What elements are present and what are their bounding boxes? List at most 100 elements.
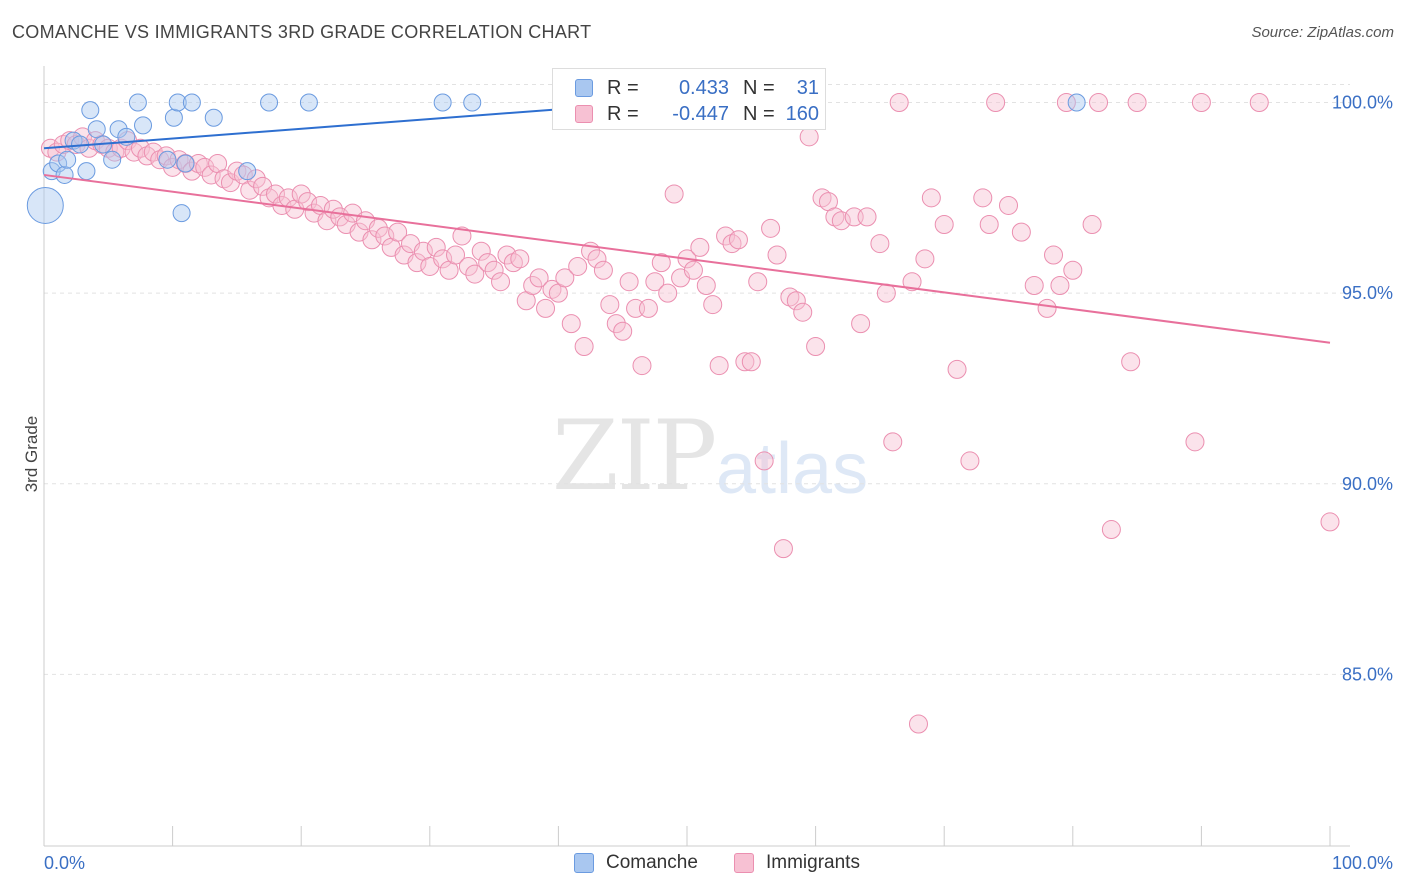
comanche-point xyxy=(49,154,68,173)
comanche-point xyxy=(176,154,195,173)
immigrants-point xyxy=(683,260,703,280)
immigrants-point xyxy=(1249,93,1269,113)
comanche-point xyxy=(164,108,183,127)
immigrants-point xyxy=(761,218,781,238)
comanche-legend-swatch xyxy=(574,853,594,873)
immigrants-point xyxy=(728,230,748,250)
immigrants-point xyxy=(600,295,620,315)
legend-n-value: 31 xyxy=(796,76,819,99)
immigrants-legend-swatch xyxy=(734,853,754,873)
comanche-point xyxy=(128,93,147,112)
comanche-point xyxy=(1067,93,1086,112)
immigrants-legend-label: Immigrants xyxy=(766,852,860,873)
comanche-point xyxy=(299,93,318,112)
immigrants-point xyxy=(388,222,408,242)
immigrants-point xyxy=(960,451,980,471)
immigrants-point xyxy=(1089,93,1109,113)
immigrants-point xyxy=(870,234,890,254)
immigrants-point xyxy=(536,298,556,318)
immigrants-point xyxy=(426,237,446,257)
immigrants-point xyxy=(240,180,260,200)
comanche-trend-line xyxy=(43,101,649,150)
immigrants-point xyxy=(857,207,877,227)
bottom-legend-immigrants[interactable]: Immigrants xyxy=(734,852,860,874)
x-tick-label: 0.0% xyxy=(44,853,85,873)
comanche-legend-label: Comanche xyxy=(606,852,698,873)
immigrants-point xyxy=(1024,276,1044,296)
immigrants-point xyxy=(407,253,427,273)
immigrants-point xyxy=(619,272,639,292)
bottom-legend-comanche[interactable]: Comanche xyxy=(574,852,698,874)
comanche-point xyxy=(238,162,257,181)
immigrants-point xyxy=(574,337,594,357)
immigrants-point xyxy=(645,272,665,292)
immigrants-point xyxy=(1011,222,1031,242)
immigrants-point xyxy=(362,230,382,250)
legend-r-key: R = xyxy=(607,76,639,99)
immigrants-point xyxy=(568,256,588,276)
y-tick-label: 100.0% xyxy=(1332,93,1393,113)
immigrants-point xyxy=(265,184,285,204)
immigrants-point xyxy=(799,127,819,147)
immigrants-point xyxy=(1082,215,1102,235)
immigrants-point xyxy=(606,314,626,334)
immigrants-point xyxy=(510,249,530,269)
immigrants-point xyxy=(458,256,478,276)
y-tick-label: 90.0% xyxy=(1342,474,1393,494)
immigrants-point xyxy=(587,249,607,269)
comanche-point xyxy=(109,120,128,139)
immigrants-point xyxy=(934,215,954,235)
immigrants-point xyxy=(1037,298,1057,318)
immigrants-point xyxy=(1056,93,1076,113)
immigrants-point xyxy=(709,356,729,376)
immigrants-point xyxy=(703,295,723,315)
immigrants-point xyxy=(754,451,774,471)
watermark-atlas: atlas xyxy=(716,429,869,509)
immigrants-trend-line xyxy=(43,173,1331,344)
watermark-zip: ZIP xyxy=(552,400,717,512)
immigrants-point xyxy=(986,93,1006,113)
comanche-point xyxy=(433,93,452,112)
legend-n-key: N = xyxy=(743,102,775,125)
immigrants-point xyxy=(741,352,761,372)
immigrants-point xyxy=(908,714,928,734)
immigrants-point xyxy=(478,253,498,273)
immigrants-swatch xyxy=(575,105,593,123)
stats-legend: R = 0.433 N = 31 R = -0.447 N = 160 xyxy=(552,68,826,130)
immigrants-point xyxy=(831,211,851,231)
immigrants-point xyxy=(806,337,826,357)
legend-r-value: -0.447 xyxy=(672,102,729,125)
immigrants-point xyxy=(497,245,517,265)
y-tick-label: 95.0% xyxy=(1342,283,1393,303)
immigrants-point xyxy=(664,184,684,204)
chart-title: COMANCHE VS IMMIGRANTS 3RD GRADE CORRELA… xyxy=(12,22,592,42)
comanche-point xyxy=(26,186,64,224)
immigrants-point xyxy=(973,188,993,208)
immigrants-point xyxy=(915,249,935,269)
immigrants-point xyxy=(201,165,221,185)
immigrants-point xyxy=(921,188,941,208)
legend-r-value: 0.433 xyxy=(678,76,729,99)
immigrants-point xyxy=(298,192,318,212)
immigrants-point xyxy=(529,268,549,288)
legend-row-comanche: R = 0.433 N = 31 xyxy=(575,75,819,101)
immigrants-point xyxy=(902,272,922,292)
comanche-point xyxy=(463,93,482,112)
immigrants-point xyxy=(696,276,716,296)
immigrants-point xyxy=(1121,352,1141,372)
immigrants-point xyxy=(452,226,472,246)
x-tick-label: 100.0% xyxy=(1332,853,1393,873)
immigrants-point xyxy=(246,169,266,189)
legend-row-immigrants: R = -0.447 N = 160 xyxy=(575,101,819,127)
legend-n-key: N = xyxy=(743,76,775,99)
immigrants-point xyxy=(561,314,581,334)
immigrants-point xyxy=(851,314,871,334)
immigrants-point xyxy=(523,276,543,296)
immigrants-point xyxy=(491,272,511,292)
comanche-point xyxy=(204,108,223,127)
immigrants-point xyxy=(1101,520,1121,540)
source-label: Source: ZipAtlas.com xyxy=(1251,24,1394,41)
immigrants-point xyxy=(1050,276,1070,296)
immigrants-point xyxy=(786,291,806,311)
immigrants-point xyxy=(979,215,999,235)
